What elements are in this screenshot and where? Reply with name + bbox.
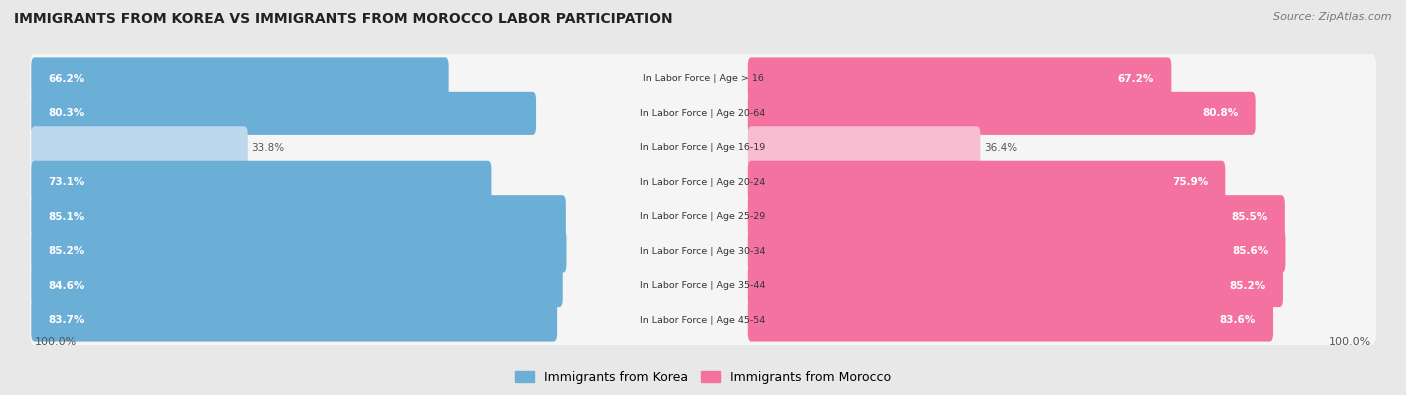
Text: 80.8%: 80.8% — [1202, 108, 1239, 118]
Text: 73.1%: 73.1% — [48, 177, 84, 187]
FancyBboxPatch shape — [748, 195, 1285, 238]
Text: 36.4%: 36.4% — [984, 143, 1017, 153]
FancyBboxPatch shape — [31, 57, 449, 100]
Text: 85.5%: 85.5% — [1232, 212, 1268, 222]
Legend: Immigrants from Korea, Immigrants from Morocco: Immigrants from Korea, Immigrants from M… — [510, 366, 896, 389]
FancyBboxPatch shape — [748, 92, 1256, 135]
Text: IMMIGRANTS FROM KOREA VS IMMIGRANTS FROM MOROCCO LABOR PARTICIPATION: IMMIGRANTS FROM KOREA VS IMMIGRANTS FROM… — [14, 12, 672, 26]
FancyBboxPatch shape — [30, 295, 1376, 345]
Text: 33.8%: 33.8% — [252, 143, 284, 153]
Text: 85.1%: 85.1% — [48, 212, 84, 222]
FancyBboxPatch shape — [748, 229, 1285, 273]
FancyBboxPatch shape — [30, 88, 1376, 138]
FancyBboxPatch shape — [31, 126, 247, 169]
FancyBboxPatch shape — [30, 192, 1376, 242]
FancyBboxPatch shape — [31, 264, 562, 307]
Text: 100.0%: 100.0% — [35, 337, 77, 348]
Text: 83.6%: 83.6% — [1219, 315, 1256, 325]
Text: 67.2%: 67.2% — [1118, 74, 1154, 84]
Text: In Labor Force | Age 30-34: In Labor Force | Age 30-34 — [640, 246, 766, 256]
FancyBboxPatch shape — [31, 299, 557, 342]
Text: In Labor Force | Age 20-24: In Labor Force | Age 20-24 — [640, 178, 766, 187]
FancyBboxPatch shape — [748, 126, 980, 169]
FancyBboxPatch shape — [748, 161, 1225, 204]
Text: In Labor Force | Age > 16: In Labor Force | Age > 16 — [643, 74, 763, 83]
Text: 83.7%: 83.7% — [48, 315, 84, 325]
FancyBboxPatch shape — [31, 229, 567, 273]
Text: 85.6%: 85.6% — [1232, 246, 1268, 256]
FancyBboxPatch shape — [30, 54, 1376, 104]
Text: 85.2%: 85.2% — [1229, 280, 1265, 291]
FancyBboxPatch shape — [31, 92, 536, 135]
Text: In Labor Force | Age 35-44: In Labor Force | Age 35-44 — [640, 281, 766, 290]
Text: 100.0%: 100.0% — [1329, 337, 1371, 348]
FancyBboxPatch shape — [31, 161, 492, 204]
Text: 80.3%: 80.3% — [48, 108, 84, 118]
FancyBboxPatch shape — [748, 264, 1282, 307]
Text: In Labor Force | Age 45-54: In Labor Force | Age 45-54 — [640, 316, 766, 325]
FancyBboxPatch shape — [30, 261, 1376, 310]
FancyBboxPatch shape — [30, 157, 1376, 207]
Text: 85.2%: 85.2% — [48, 246, 84, 256]
FancyBboxPatch shape — [748, 57, 1171, 100]
FancyBboxPatch shape — [30, 226, 1376, 276]
Text: 66.2%: 66.2% — [48, 74, 84, 84]
Text: In Labor Force | Age 20-64: In Labor Force | Age 20-64 — [640, 109, 766, 118]
Text: In Labor Force | Age 25-29: In Labor Force | Age 25-29 — [640, 212, 766, 221]
Text: In Labor Force | Age 16-19: In Labor Force | Age 16-19 — [640, 143, 766, 152]
FancyBboxPatch shape — [31, 195, 565, 238]
Text: 75.9%: 75.9% — [1171, 177, 1208, 187]
FancyBboxPatch shape — [748, 299, 1272, 342]
Text: Source: ZipAtlas.com: Source: ZipAtlas.com — [1274, 12, 1392, 22]
Text: 84.6%: 84.6% — [48, 280, 84, 291]
FancyBboxPatch shape — [30, 123, 1376, 173]
